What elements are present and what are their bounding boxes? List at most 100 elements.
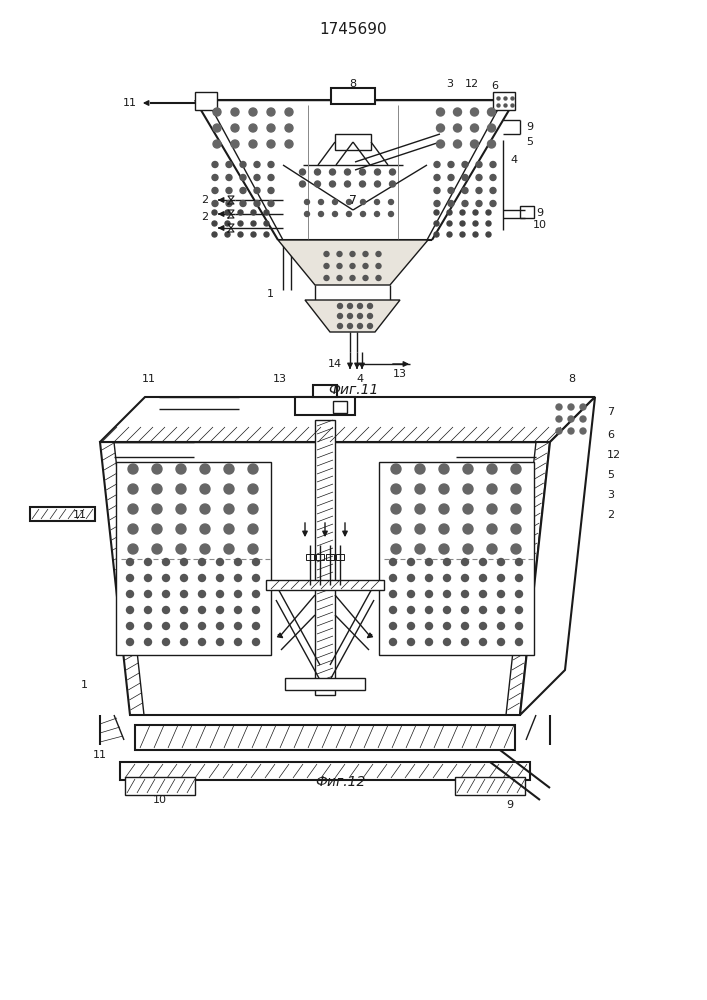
- Circle shape: [199, 639, 206, 646]
- Circle shape: [376, 251, 381, 256]
- Circle shape: [254, 188, 260, 194]
- Circle shape: [238, 221, 243, 226]
- Circle shape: [254, 161, 260, 167]
- Circle shape: [163, 558, 170, 566]
- Circle shape: [332, 200, 337, 205]
- Circle shape: [498, 558, 505, 566]
- Circle shape: [568, 404, 574, 410]
- Circle shape: [200, 544, 210, 554]
- Circle shape: [488, 108, 496, 116]
- Circle shape: [453, 124, 462, 132]
- Circle shape: [252, 574, 259, 582]
- Circle shape: [225, 232, 230, 237]
- Circle shape: [254, 174, 260, 180]
- Circle shape: [152, 524, 162, 534]
- Circle shape: [426, 639, 433, 646]
- Circle shape: [144, 622, 151, 630]
- Text: 2: 2: [201, 195, 209, 205]
- Circle shape: [337, 304, 342, 308]
- Bar: [326, 554, 334, 560]
- Circle shape: [511, 504, 521, 514]
- Circle shape: [447, 232, 452, 237]
- Bar: [306, 554, 314, 560]
- Circle shape: [426, 622, 433, 630]
- Circle shape: [248, 504, 258, 514]
- Circle shape: [407, 590, 414, 597]
- Circle shape: [315, 169, 320, 175]
- Circle shape: [556, 428, 562, 434]
- Circle shape: [163, 622, 170, 630]
- Circle shape: [180, 639, 187, 646]
- Circle shape: [515, 622, 522, 630]
- Circle shape: [359, 181, 366, 187]
- Circle shape: [487, 544, 497, 554]
- Circle shape: [268, 174, 274, 180]
- Circle shape: [144, 558, 151, 566]
- Circle shape: [463, 504, 473, 514]
- Circle shape: [248, 464, 258, 474]
- Circle shape: [390, 590, 397, 597]
- Circle shape: [415, 524, 425, 534]
- Text: 9: 9: [537, 208, 544, 218]
- Text: 6: 6: [491, 81, 498, 91]
- Circle shape: [473, 221, 478, 226]
- Circle shape: [568, 428, 574, 434]
- Circle shape: [375, 200, 380, 205]
- Circle shape: [268, 161, 274, 167]
- Circle shape: [479, 606, 486, 613]
- Circle shape: [462, 639, 469, 646]
- Circle shape: [368, 304, 373, 308]
- Text: 3: 3: [607, 490, 614, 500]
- Circle shape: [504, 97, 507, 100]
- Circle shape: [389, 212, 394, 217]
- Circle shape: [224, 464, 234, 474]
- Circle shape: [240, 174, 246, 180]
- Circle shape: [337, 263, 342, 268]
- Circle shape: [226, 161, 232, 167]
- Circle shape: [348, 304, 353, 308]
- Circle shape: [448, 161, 454, 167]
- Circle shape: [434, 161, 440, 167]
- Circle shape: [448, 174, 454, 180]
- Circle shape: [235, 590, 242, 597]
- Circle shape: [462, 558, 469, 566]
- Circle shape: [127, 574, 134, 582]
- Circle shape: [213, 140, 221, 148]
- Circle shape: [515, 606, 522, 613]
- Circle shape: [249, 140, 257, 148]
- Circle shape: [415, 544, 425, 554]
- Circle shape: [580, 416, 586, 422]
- Circle shape: [337, 251, 342, 256]
- Circle shape: [391, 484, 401, 494]
- Circle shape: [375, 181, 380, 187]
- Bar: [195, 92, 217, 110]
- Circle shape: [462, 606, 469, 613]
- Circle shape: [346, 212, 351, 217]
- Circle shape: [315, 181, 320, 187]
- Circle shape: [268, 188, 274, 194]
- Circle shape: [128, 504, 138, 514]
- Circle shape: [407, 606, 414, 613]
- Circle shape: [200, 504, 210, 514]
- Circle shape: [470, 108, 479, 116]
- Circle shape: [248, 524, 258, 534]
- Circle shape: [358, 314, 363, 318]
- Bar: [331, 88, 375, 104]
- Circle shape: [212, 174, 218, 180]
- Circle shape: [448, 200, 454, 207]
- Circle shape: [415, 484, 425, 494]
- Circle shape: [128, 464, 138, 474]
- Circle shape: [580, 428, 586, 434]
- Circle shape: [226, 188, 232, 194]
- Circle shape: [225, 210, 230, 215]
- Circle shape: [305, 212, 310, 217]
- Circle shape: [180, 606, 187, 613]
- Bar: [379, 462, 534, 655]
- Circle shape: [199, 574, 206, 582]
- Circle shape: [511, 544, 521, 554]
- Circle shape: [463, 524, 473, 534]
- Text: 11: 11: [73, 510, 87, 520]
- Circle shape: [390, 622, 397, 630]
- Circle shape: [488, 124, 496, 132]
- Polygon shape: [520, 397, 595, 715]
